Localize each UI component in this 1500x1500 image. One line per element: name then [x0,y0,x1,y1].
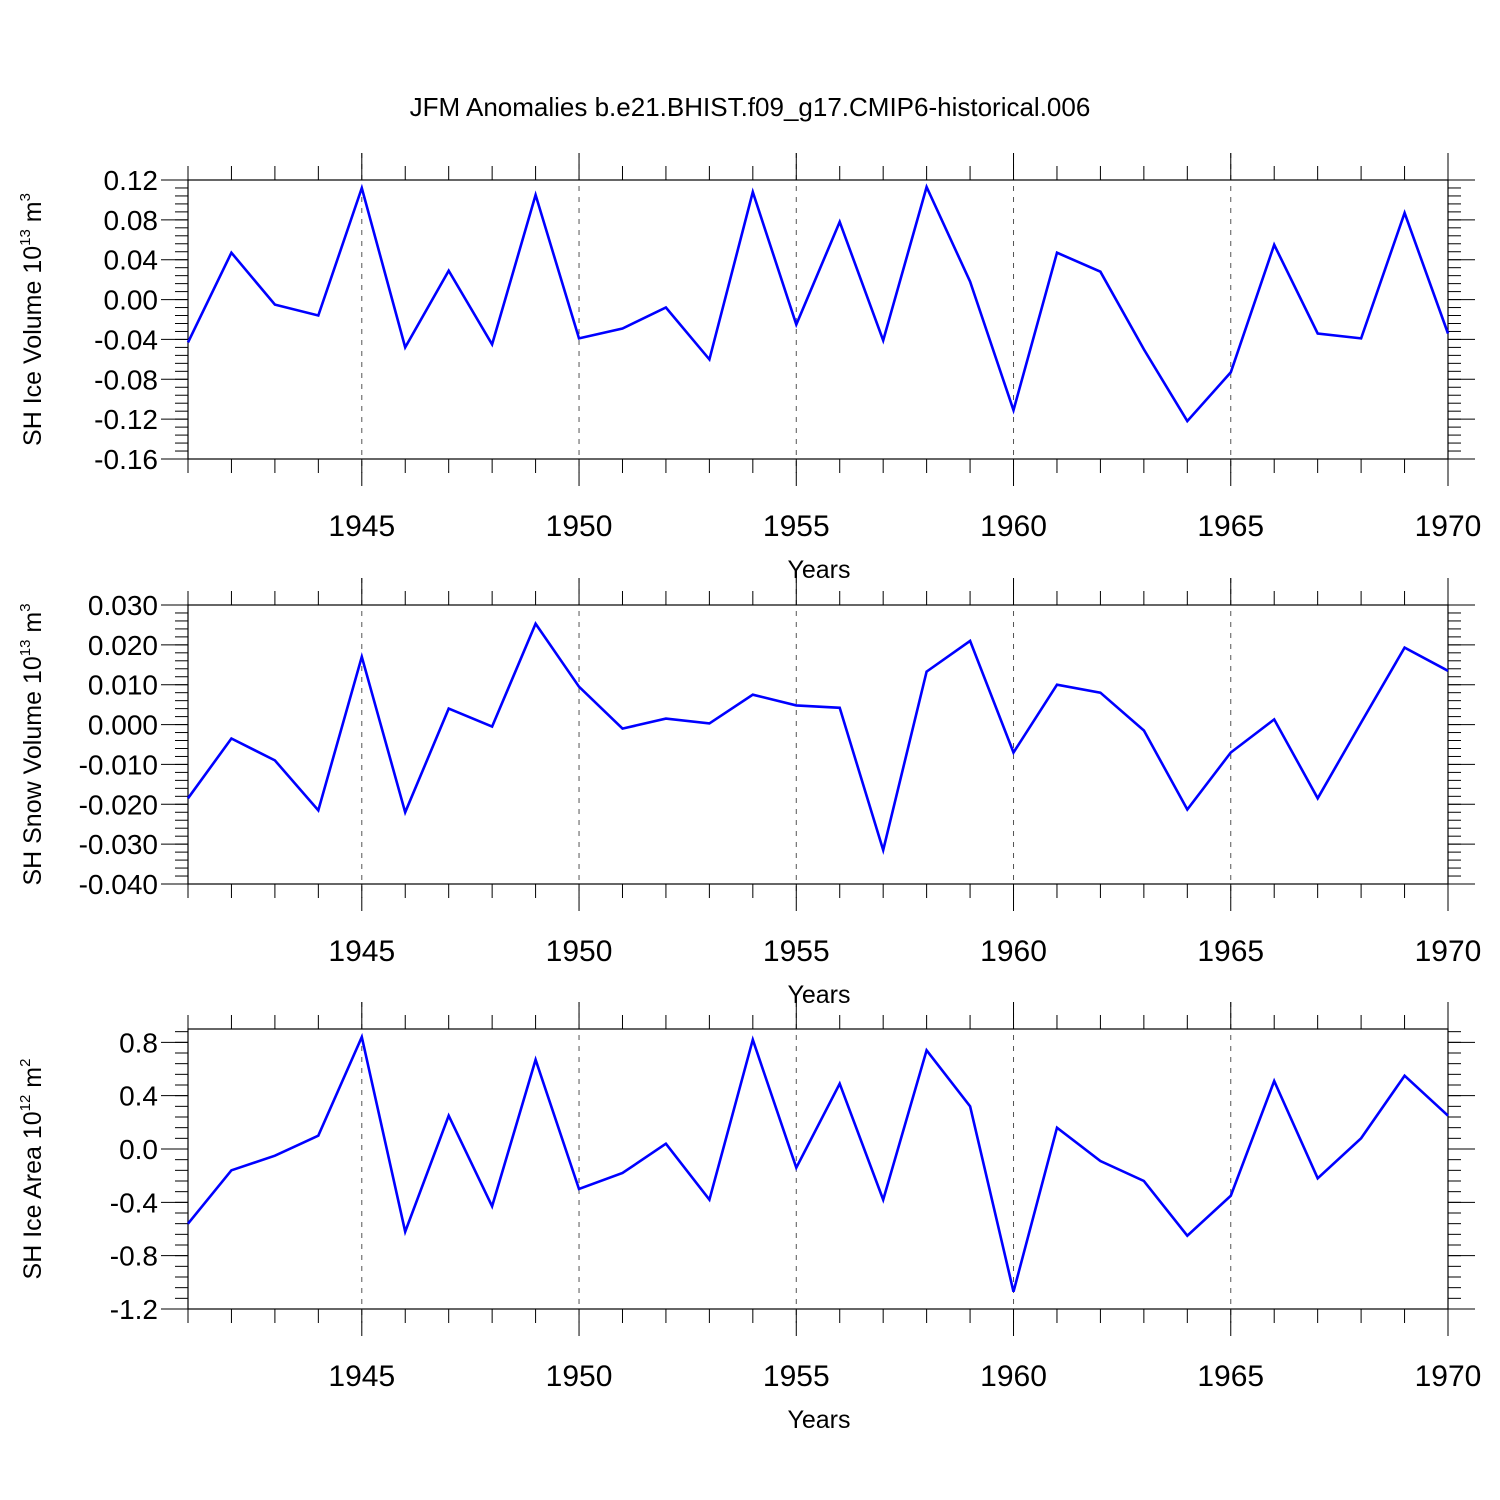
y-tick-label: 0.12 [104,165,159,196]
y-axis-title-main: SH Ice Area 10 [19,1111,47,1279]
x-tick-label: 1960 [980,1360,1047,1393]
x-tick-label: 1970 [1415,510,1482,543]
y-tick-label: -0.020 [79,789,158,820]
x-tick-label: 1970 [1415,1360,1482,1393]
plot-frame [187,604,1449,885]
x-tick-label: 1945 [328,1360,395,1393]
y-axis-title-exponent: 13 [17,640,34,657]
y-tick-label: -0.030 [79,829,158,860]
y-axis-title-exponent: 13 [17,229,34,246]
y-tick-label: -0.010 [79,749,158,780]
y-tick-label: -0.4 [110,1187,158,1218]
y-axis-title-unit-exponent: 3 [17,193,34,201]
y-axis-title-exponent: 12 [17,1095,34,1112]
x-axis-title: Years [787,981,850,1009]
y-axis-title-unit: m [19,201,47,229]
y-tick-label: -1.2 [110,1294,158,1325]
plot-frame [187,179,1449,460]
x-tick-label: 1955 [763,510,830,543]
y-tick-label: 0.0 [119,1134,158,1165]
y-axis-title-unit-exponent: 2 [17,1059,34,1067]
x-tick-label: 1950 [546,510,613,543]
x-tick-label: 1945 [328,510,395,543]
y-axis-title-main: SH Snow Volume 10 [19,656,47,885]
y-axis-title: SH Snow Volume 1013 m3 [17,603,47,885]
y-tick-label: 0.4 [119,1081,158,1112]
y-axis-title-unit: m [19,612,47,640]
x-axis-title: Years [787,1406,850,1434]
x-tick-label: 1945 [328,935,395,968]
x-tick-label: 1950 [546,1360,613,1393]
x-axis-title: Years [787,556,850,584]
plot-frame [187,1028,1449,1310]
figure-title: JFM Anomalies b.e21.BHIST.f09_g17.CMIP6-… [410,92,1091,122]
y-tick-label: -0.8 [110,1241,158,1272]
series-line [186,1032,1449,1293]
panel-3: 0.8 0.4 0.0 -0.4 -0.8 -1.2 1945 1950 1955 1960 196… [17,1002,1481,1434]
y-axis-title: SH Ice Volume 1013 m3 [17,193,47,446]
series-line [186,621,1449,856]
y-tick-label: -0.040 [79,869,158,900]
x-tick-label: 1950 [546,935,613,968]
x-tick-label: 1955 [763,935,830,968]
x-tick-label: 1960 [980,935,1047,968]
y-tick-label: -0.08 [94,364,158,395]
y-axis-title: SH Ice Area 1012 m2 [17,1059,47,1280]
y-tick-label: 0.020 [88,630,158,661]
y-tick-label: -0.04 [94,324,158,355]
x-tick-label: 1965 [1197,510,1264,543]
panel-1: 0.12 0.08 0.04 0.00 -0.04 -0.08 -0.12 -0.16 1945… [17,153,1481,584]
y-tick-label: 0.08 [104,205,159,236]
y-tick-label: 0.000 [88,710,158,741]
panel-2: 0.030 0.020 0.010 0.000 -0.010 -0.020 -0.030 -0… [17,578,1481,1009]
y-tick-label: -0.12 [94,404,158,435]
x-tick-label: 1955 [763,1360,830,1393]
y-tick-label: 0.00 [104,285,159,316]
x-tick-label: 1965 [1197,935,1264,968]
y-tick-label: 0.030 [88,590,158,621]
x-tick-label: 1965 [1197,1360,1264,1393]
series-line [186,183,1450,424]
x-tick-label: 1970 [1415,935,1482,968]
y-tick-label: 0.010 [88,670,158,701]
y-axis-title-unit-exponent: 3 [17,603,34,611]
x-tick-label: 1960 [980,510,1047,543]
y-axis-title-unit: m [19,1067,47,1095]
y-tick-label: -0.16 [94,444,158,475]
panels: 0.12 0.08 0.04 0.00 -0.04 -0.08 -0.12 -0.16 1945… [17,153,1481,1434]
y-tick-label: 0.04 [104,245,159,276]
y-axis-title-main: SH Ice Volume 10 [19,246,47,446]
y-tick-label: 0.8 [119,1027,158,1058]
